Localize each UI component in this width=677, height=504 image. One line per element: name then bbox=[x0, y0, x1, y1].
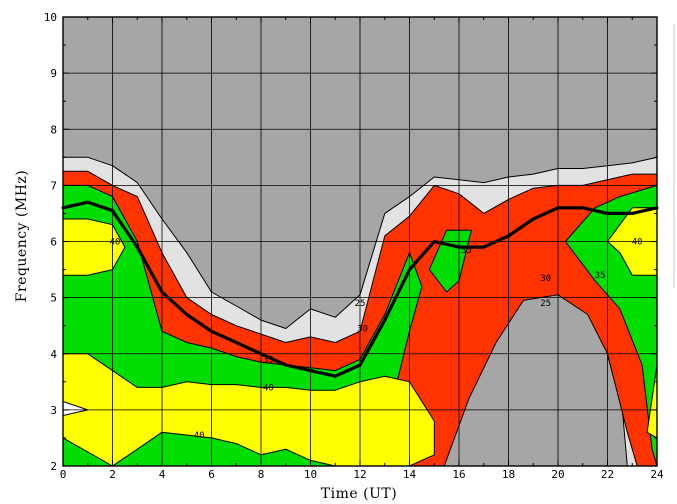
x-tick-label-22: 22 bbox=[601, 468, 614, 481]
y-tick-label-8: 8 bbox=[50, 123, 57, 136]
contour-region-40-3 bbox=[646, 364, 657, 439]
contour-label-35-6: 35 bbox=[595, 271, 606, 281]
muf-line-layer bbox=[61, 200, 659, 378]
y-tick-label-3: 3 bbox=[50, 404, 57, 417]
y-tick-label-10: 10 bbox=[44, 11, 57, 24]
contour-label-30-8: 30 bbox=[540, 274, 551, 284]
x-tick-label-16: 16 bbox=[452, 468, 465, 481]
contour-label-35-4: 35 bbox=[263, 355, 274, 365]
contour-label-30-7: 30 bbox=[357, 324, 368, 334]
x-tick-label-6: 6 bbox=[208, 468, 215, 481]
x-tick-label-20: 20 bbox=[551, 468, 564, 481]
x-axis-label: Time (UT) bbox=[321, 486, 397, 502]
y-tick-label-9: 9 bbox=[50, 67, 57, 80]
y-tick-label-5: 5 bbox=[50, 292, 57, 305]
y-tick-label-2: 2 bbox=[50, 460, 57, 473]
x-tick-label-8: 8 bbox=[258, 468, 265, 481]
x-tick-label-4: 4 bbox=[159, 468, 166, 481]
x-tick-label-12: 12 bbox=[353, 468, 366, 481]
contour-label-25-10: 25 bbox=[540, 299, 551, 309]
muf-line bbox=[61, 200, 659, 378]
x-tick-label-18: 18 bbox=[502, 468, 515, 481]
y-tick-label-7: 7 bbox=[50, 179, 57, 192]
x-tick-label-0: 0 bbox=[60, 468, 67, 481]
contour-label-25-9: 25 bbox=[355, 299, 366, 309]
contour-label-40-2: 40 bbox=[263, 383, 274, 393]
contour-label-40-3: 40 bbox=[194, 431, 205, 441]
contour-region-40-1 bbox=[63, 218, 126, 276]
contour-label-35-5: 35 bbox=[461, 246, 472, 256]
x-tick-label-2: 2 bbox=[109, 468, 116, 481]
contour-label-40-0: 40 bbox=[110, 238, 121, 248]
x-tick-label-10: 10 bbox=[304, 468, 317, 481]
x-tick-label-24: 24 bbox=[650, 468, 664, 481]
contour-label-40-1: 40 bbox=[632, 238, 643, 248]
y-tick-label-4: 4 bbox=[50, 348, 57, 361]
x-tick-label-14: 14 bbox=[403, 468, 417, 481]
contour-label-layer: 40 40 40 40 35 35 35 30 30 25 25 bbox=[110, 238, 643, 442]
y-axis-label: Frequency (MHz) bbox=[14, 170, 30, 303]
y-tick-label-6: 6 bbox=[50, 236, 57, 249]
